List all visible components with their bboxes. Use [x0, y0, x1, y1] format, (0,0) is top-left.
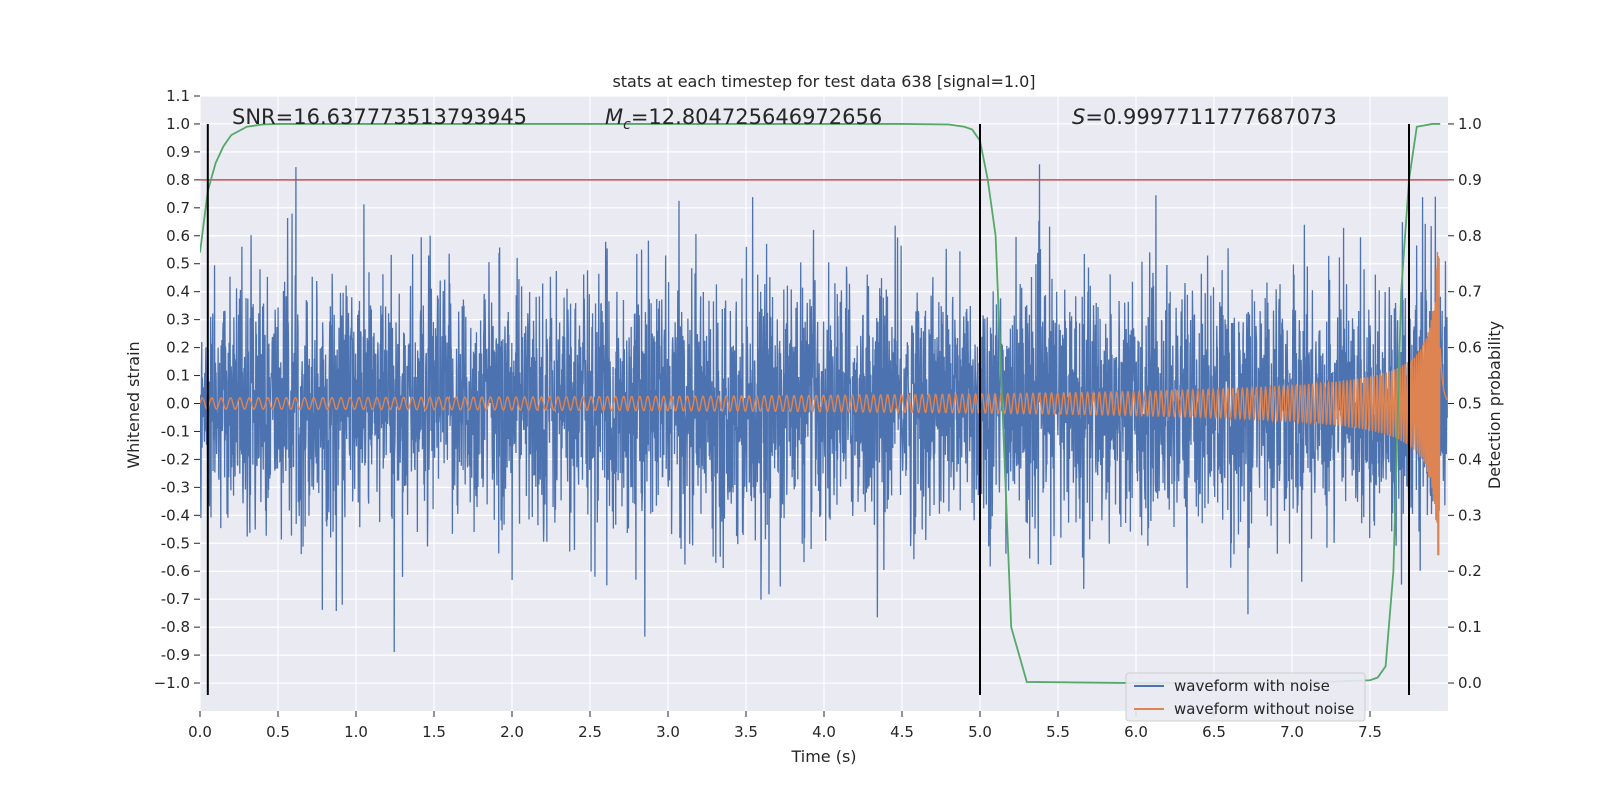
y-tick-label: -0.9 [161, 646, 190, 664]
chirp-mass-value: =12.804725646972656 [631, 105, 882, 129]
series-detection-probability [200, 123, 1441, 684]
x-tick-label: 3.5 [734, 723, 758, 741]
y-tick-label: 0.5 [166, 255, 190, 273]
y-right-tick-label: 0.6 [1458, 339, 1482, 357]
y-tick-label: -0.2 [161, 450, 190, 468]
x-axis-title: Time (s) [790, 747, 856, 766]
series-waveform-with-noise [200, 164, 1448, 653]
y-tick-label: 0.1 [166, 367, 190, 385]
x-tick-label: 0.0 [188, 723, 212, 741]
x-tick-label: 1.5 [422, 723, 446, 741]
x-tick-label: 0.5 [266, 723, 290, 741]
legend-box [1125, 672, 1366, 722]
x-tick-label: 4.5 [890, 723, 914, 741]
x-tick-label: 4.0 [812, 723, 836, 741]
y-tick-label: 1.1 [166, 87, 190, 105]
y-right-tick-label: 0.7 [1458, 283, 1482, 301]
score-symbol: S [1072, 105, 1085, 129]
y-right-tick-label: 1.0 [1458, 115, 1482, 133]
y-tick-label: -0.7 [161, 590, 190, 608]
chirp-mass-subscript: c [623, 117, 631, 133]
y-tick-label: 0.2 [166, 339, 190, 357]
y-tick-label: -0.3 [161, 478, 190, 496]
y-right-tick-label: 0.5 [1458, 395, 1482, 413]
x-tick-label: 7.5 [1358, 723, 1382, 741]
y-tick-label: 0.7 [166, 199, 190, 217]
y-tick-label: -0.6 [161, 562, 190, 580]
y-axis-title: Whitened strain [124, 341, 143, 468]
axes: 0.0 0.5 1.0 1.5 2.0 2.5 3.0 3.5 4.0 4.5 5.0 5.5 6.0 6… [154, 87, 1482, 741]
y-tick-label: -0.4 [161, 506, 190, 524]
y-tick-label: −1.0 [154, 674, 190, 692]
x-tick-label: 2.5 [578, 723, 602, 741]
y-tick-label: 0.0 [166, 395, 190, 413]
x-tick-label: 7.0 [1280, 723, 1304, 741]
chirp-mass-symbol: M [605, 105, 623, 129]
x-tick-label: 6.0 [1124, 723, 1148, 741]
x-tick-label: 5.5 [1046, 723, 1070, 741]
y-axis-right-title: Detection probability [1485, 321, 1504, 489]
legend-label-clean: waveform without noise [1174, 700, 1354, 718]
x-tick-label: 5.0 [968, 723, 992, 741]
y-right-tick-label: 0.4 [1458, 450, 1482, 468]
y-right-tick-label: 0.1 [1458, 618, 1482, 636]
y-right-tick-label: 0.2 [1458, 562, 1482, 580]
y-tick-label: -0.5 [161, 534, 190, 552]
y-right-tick-label: 0.3 [1458, 506, 1482, 524]
y-right-tick-label: 0.0 [1458, 674, 1482, 692]
chirp-mass-annotation: Mc=12.804725646972656 [605, 105, 882, 133]
x-tick-label: 6.5 [1202, 723, 1226, 741]
y-tick-label: -0.8 [161, 618, 190, 636]
legend: waveform with noise waveform without noi… [1125, 672, 1366, 722]
y-tick-label: 0.8 [166, 171, 190, 189]
y-tick-label: 1.0 [166, 115, 190, 133]
score-annotation: S=0.9997711777687073 [1072, 105, 1337, 129]
x-tick-label: 2.0 [500, 723, 524, 741]
y-tick-label: -0.1 [161, 422, 190, 440]
y-tick-label: 0.3 [166, 311, 190, 329]
y-right-tick-label: 0.9 [1458, 171, 1482, 189]
chart-title: stats at each timestep for test data 638… [612, 72, 1035, 91]
series-waveform-without-noise [200, 251, 1448, 556]
x-tick-label: 1.0 [344, 723, 368, 741]
y-right-tick-label: 0.8 [1458, 227, 1482, 245]
x-tick-label: 3.0 [656, 723, 680, 741]
y-tick-label: 0.9 [166, 143, 190, 161]
y-tick-label: 0.4 [166, 283, 190, 301]
plot-layer [200, 123, 1448, 696]
score-value: =0.9997711777687073 [1085, 105, 1336, 129]
legend-label-noisy: waveform with noise [1174, 677, 1330, 695]
y-tick-label: 0.6 [166, 227, 190, 245]
snr-annotation: SNR=16.637773513793945 [232, 105, 527, 129]
